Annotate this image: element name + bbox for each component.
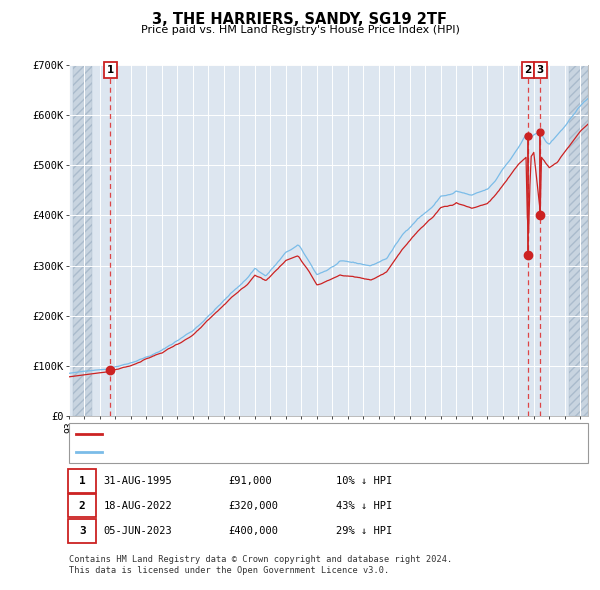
Text: 05-JUN-2023: 05-JUN-2023	[104, 526, 173, 536]
Text: 3, THE HARRIERS, SANDY, SG19 2TF: 3, THE HARRIERS, SANDY, SG19 2TF	[152, 12, 448, 27]
Text: 10% ↓ HPI: 10% ↓ HPI	[336, 476, 392, 486]
Text: 43% ↓ HPI: 43% ↓ HPI	[336, 501, 392, 510]
Text: 1: 1	[107, 65, 114, 75]
Text: 3, THE HARRIERS, SANDY, SG19 2TF (detached house): 3, THE HARRIERS, SANDY, SG19 2TF (detach…	[106, 430, 400, 440]
Text: £320,000: £320,000	[228, 501, 278, 510]
Text: £400,000: £400,000	[228, 526, 278, 536]
Text: HPI: Average price, detached house, Central Bedfordshire: HPI: Average price, detached house, Cent…	[106, 447, 442, 457]
Bar	[569, 65, 588, 416]
Text: 3: 3	[536, 65, 544, 75]
Text: 1: 1	[79, 476, 86, 486]
Text: Contains HM Land Registry data © Crown copyright and database right 2024.: Contains HM Land Registry data © Crown c…	[69, 555, 452, 563]
Text: 31-AUG-1995: 31-AUG-1995	[104, 476, 173, 486]
Text: 18-AUG-2022: 18-AUG-2022	[104, 501, 173, 510]
Text: 29% ↓ HPI: 29% ↓ HPI	[336, 526, 392, 536]
Text: Price paid vs. HM Land Registry's House Price Index (HPI): Price paid vs. HM Land Registry's House …	[140, 25, 460, 35]
Text: This data is licensed under the Open Government Licence v3.0.: This data is licensed under the Open Gov…	[69, 566, 389, 575]
Text: £91,000: £91,000	[228, 476, 272, 486]
Text: 2: 2	[524, 65, 532, 75]
Bar	[73, 65, 92, 416]
Text: 2: 2	[79, 501, 86, 510]
Text: 3: 3	[79, 526, 86, 536]
